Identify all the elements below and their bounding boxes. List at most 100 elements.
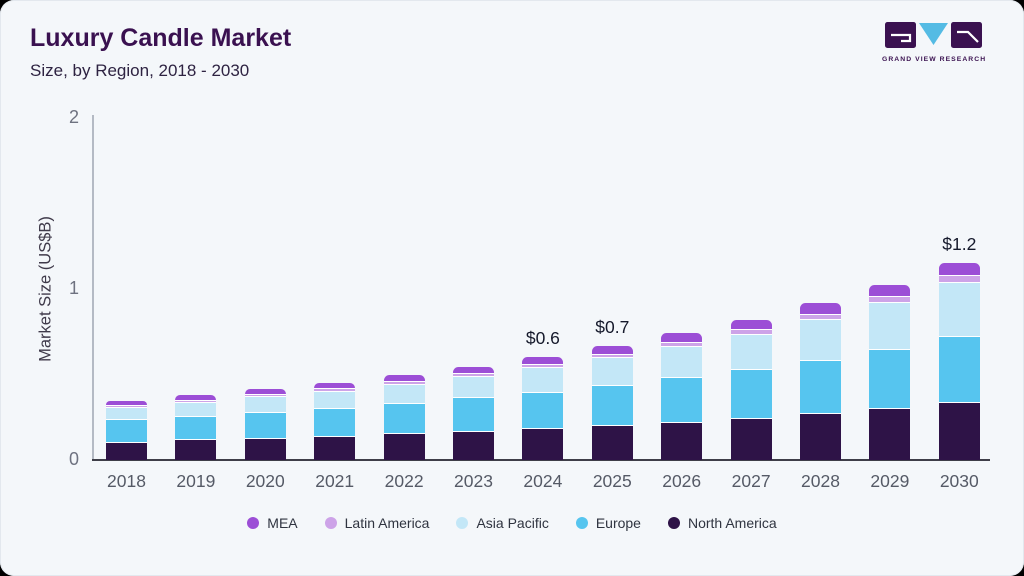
bar-2020 [244,389,286,460]
bar-segment-2023-latin-america [453,372,494,377]
bar-segment-2023-europe [453,397,494,431]
x-axis-label-2024: 2024 [523,471,563,491]
page-title: Luxury Candle Market [30,24,292,52]
bar-segment-2019-mea [175,395,217,400]
bar-2018 [106,400,147,460]
bar-segment-2029-europe [869,348,911,408]
x-axis-label-2027: 2027 [731,471,771,491]
bar-segment-2022-north-america [383,433,425,460]
bar-segment-2018-asia-pacific [106,407,147,420]
bar-2022 [383,375,425,460]
bar-2024 [522,356,564,460]
legend-item-latin-america: Latin America [324,515,430,531]
bar-segment-2026-asia-pacific [661,346,703,378]
bar-segment-2020-mea [244,389,286,394]
bar-segment-2030-europe [938,336,980,402]
x-axis-label-2019: 2019 [176,471,216,491]
x-axis-label-2018: 2018 [107,471,146,491]
bar-segment-2023-mea [453,366,494,373]
bar-segment-2030-asia-pacific [938,282,980,336]
legend-item-europe: Europe [575,515,641,531]
legend-item-north-america: North America [667,515,777,531]
y-tick-2: 2 [68,107,79,127]
bar-segment-2028-mea [800,303,841,314]
bar-segment-2029-north-america [869,407,911,460]
value-label-2025: $0.7 [595,316,630,337]
value-label-2024: $0.6 [525,327,560,348]
bar-segment-2029-asia-pacific [869,302,911,349]
page-subtitle: Size, by Region, 2018 - 2030 [30,61,250,80]
bar-segment-2022-mea [383,375,425,381]
bar-segment-2022-latin-america [383,380,425,384]
bar-segment-2021-asia-pacific [314,390,356,409]
bar-segment-2020-north-america [244,438,286,460]
x-axis-label-2020: 2020 [245,471,285,491]
bar-segment-2028-europe [800,359,841,413]
bar-segment-2021-europe [314,408,356,437]
bar-segment-2025-mea [591,345,633,354]
legend-label-mea: MEA [267,515,298,531]
bar-2027 [730,319,772,460]
x-axis-label-2023: 2023 [454,471,493,491]
bar-segment-2025-north-america [591,424,633,460]
bar-segment-2030-mea [938,262,980,276]
bar-segment-2018-latin-america [106,405,147,408]
gvr-logo-caption: GRAND VIEW RESEARCH [882,56,987,63]
bar-segment-2027-asia-pacific [730,333,772,370]
bar-2025 [591,345,633,460]
bar-2023 [453,366,494,460]
bar-segment-2024-asia-pacific [522,367,564,392]
bar-segment-2018-mea [106,400,147,406]
bar-segment-2021-latin-america [314,388,356,391]
bar-segment-2019-europe [175,415,217,440]
bar-2026 [661,333,703,460]
legend-dot-latin-america [324,517,337,529]
bar-2028 [800,303,841,460]
bar-segment-2018-europe [106,419,147,442]
bar-segment-2024-north-america [522,428,564,460]
x-axis-label-2025: 2025 [592,471,632,491]
bar-segment-2024-mea [522,356,564,364]
bar-segment-2018-north-america [106,441,147,460]
legend-item-mea: MEA [247,515,298,531]
y-tick-0: 0 [68,449,79,469]
x-axis-label-2028: 2028 [801,471,840,491]
gvr-logo: GRAND VIEW RESEARCH [882,20,986,64]
x-axis-line [92,459,990,461]
value-label-2030: $1.2 [942,233,977,254]
y-axis-line [92,115,94,460]
bar-segment-2028-latin-america [800,313,841,319]
bar-segment-2030-north-america [938,401,980,460]
bar-segment-2027-north-america [730,417,772,460]
bar-segment-2024-europe [522,391,564,429]
legend-dot-mea [247,517,260,529]
bar-segment-2020-latin-america [244,394,286,397]
bar-segment-2025-asia-pacific [591,357,633,385]
bar-segment-2026-europe [661,377,703,422]
bar-segment-2026-latin-america [661,342,703,347]
bar-segment-2019-north-america [175,439,217,460]
bar-segment-2025-latin-america [591,353,633,358]
legend-label-europe: Europe [595,515,641,531]
bar-segment-2026-mea [661,333,703,343]
x-axis-label-2022: 2022 [384,471,424,491]
bar-2019 [175,395,217,460]
y-tick-1: 1 [68,278,79,298]
legend-item-asia-pacific: Asia Pacific [456,515,549,531]
bar-segment-2022-europe [383,402,425,434]
bar-2021 [314,383,356,460]
bar-segment-2029-latin-america [869,296,911,303]
chart-legend: MEA Latin America Asia Pacific Europe North … [0,515,1024,531]
bar-segment-2024-latin-america [522,363,564,368]
bar-segment-2021-north-america [314,436,356,460]
bar-segment-2027-latin-america [730,329,772,334]
bar-segment-2027-europe [730,369,772,418]
x-axis-label-2030: 2030 [939,471,979,491]
bar-segment-2029-mea [869,284,911,297]
legend-label-north-america: North America [687,515,777,531]
legend-label-latin-america: Latin America [344,515,430,531]
bar-2030 [938,262,980,461]
bar-segment-2023-north-america [453,430,494,460]
bar-segment-2025-europe [591,384,633,425]
